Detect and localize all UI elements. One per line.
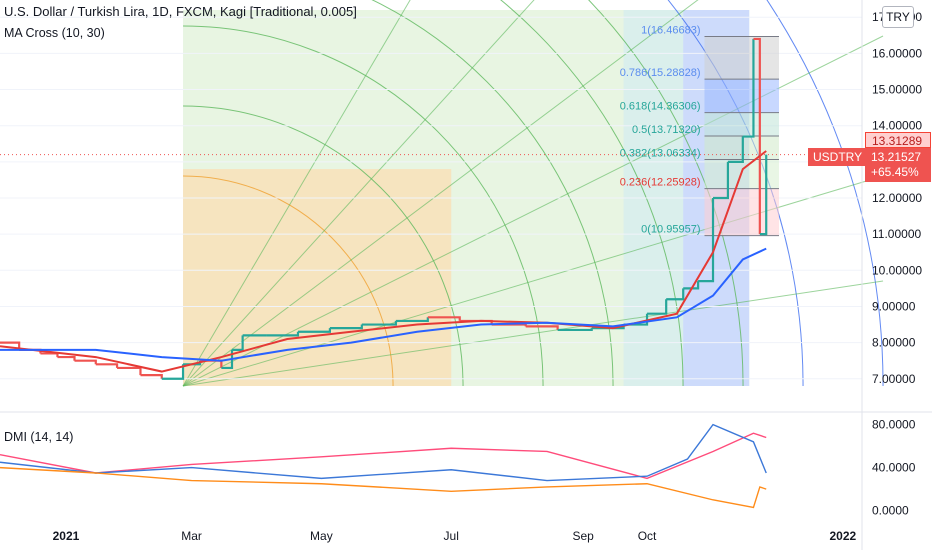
y-tick-label: 8.00000	[872, 336, 916, 350]
kagi-segment	[266, 331, 300, 337]
kagi-segment	[759, 154, 768, 236]
fib-band	[704, 112, 779, 137]
x-tick-label: Jul	[444, 529, 459, 543]
kagi-segment	[713, 161, 730, 200]
fan-arc	[587, 0, 744, 387]
fib-band	[704, 79, 779, 113]
currency-button[interactable]: TRY	[882, 6, 914, 28]
fan-arc	[766, 0, 884, 387]
chart-title: U.S. Dollar / Turkish Lira, 1D, FXCM, Ka…	[4, 4, 357, 19]
dmi-y-tick-label: 0.0000	[872, 504, 909, 518]
fan-arc	[183, 25, 544, 387]
fan-line	[182, 0, 535, 387]
kagi-segment	[40, 352, 59, 358]
x-tick-label: Mar	[181, 529, 202, 543]
kagi-segment	[57, 355, 76, 361]
current-price-tag: 13.21527 +65.45%	[865, 148, 931, 182]
price-series	[0, 37, 862, 380]
y-tick-label: 11.00000	[872, 227, 921, 241]
dmi-y-tick-label: 40.0000	[872, 461, 916, 475]
kagi-segment	[525, 325, 559, 330]
fib-level-label: 0.5(13.71320)	[632, 124, 701, 136]
ma-slow-line	[0, 247, 767, 362]
y-tick-label: 10.00000	[872, 263, 922, 277]
kagi-segment	[698, 198, 715, 283]
dmi-legend[interactable]: DMI (14, 14)	[4, 430, 74, 444]
last-price-tag: 13.31289	[865, 132, 931, 148]
kagi-segment	[95, 363, 119, 368]
fan-arc	[499, 0, 684, 387]
x-tick-label: 2022	[829, 529, 856, 543]
y-tick-label: 15.00000	[872, 83, 922, 97]
fan-arc	[667, 0, 804, 387]
fan-arc	[183, 175, 394, 387]
y-tick-label: 7.00000	[872, 372, 916, 386]
fan-arc	[371, 0, 614, 387]
fib-band	[704, 36, 779, 80]
fan-line	[182, 0, 699, 387]
y-tick-label: 9.00000	[872, 299, 916, 313]
kagi-segment	[221, 349, 234, 370]
fib-level-label: 0.236(12.25928)	[620, 177, 701, 189]
kagi-segment	[329, 324, 363, 330]
symbol-tag: USDTRY	[808, 148, 868, 166]
dmi-minus-line	[0, 466, 767, 509]
kagi-segment	[683, 281, 700, 290]
price-change: +65.45%	[871, 165, 919, 179]
kagi-segment	[395, 317, 429, 323]
fan-line	[182, 0, 411, 387]
x-tick-label: Sep	[573, 529, 595, 543]
kagi-segment	[753, 37, 761, 235]
kagi-segment	[361, 320, 397, 326]
kagi-segment	[647, 299, 668, 315]
fib-level-label: 1(16.46683)	[641, 25, 700, 37]
kagi-segment	[727, 136, 744, 163]
kagi-segment	[117, 366, 142, 376]
dmi-adx-line	[0, 432, 767, 480]
y-tick-label: 16.00000	[872, 46, 922, 60]
fan-line	[182, 280, 884, 387]
fib-level-label: 0.382(13.06334)	[620, 148, 701, 160]
kagi-segment	[231, 335, 244, 351]
kagi-segment	[427, 316, 461, 321]
dmi-y-tick-label: 80.0000	[872, 418, 916, 432]
current-price: 13.21527	[871, 150, 922, 164]
dmi-plus-line	[0, 423, 767, 482]
kagi-segment	[666, 288, 685, 301]
fib-level-label: 0.786(15.28828)	[620, 67, 701, 79]
kagi-segment	[161, 364, 185, 380]
fib-level-label: 0.618(14.36306)	[620, 101, 701, 113]
dmi-pane	[0, 411, 932, 509]
y-tick-label: 14.00000	[872, 119, 922, 133]
x-tick-label: May	[310, 529, 333, 543]
ma-cross-legend[interactable]: MA Cross (10, 30)	[4, 26, 105, 40]
x-tick-label: Oct	[638, 529, 657, 543]
x-tick-label: 2021	[53, 529, 80, 543]
ma-fast-line	[0, 150, 767, 373]
kagi-segment	[742, 38, 755, 138]
fib-level-label: 0(10.95957)	[641, 224, 700, 236]
fib-band	[704, 188, 779, 236]
kagi-segment	[297, 328, 332, 333]
fan-region-orange	[183, 169, 452, 386]
kagi-segment	[74, 359, 97, 365]
kagi-segment	[140, 374, 163, 379]
y-tick-label: 12.00000	[872, 191, 922, 205]
